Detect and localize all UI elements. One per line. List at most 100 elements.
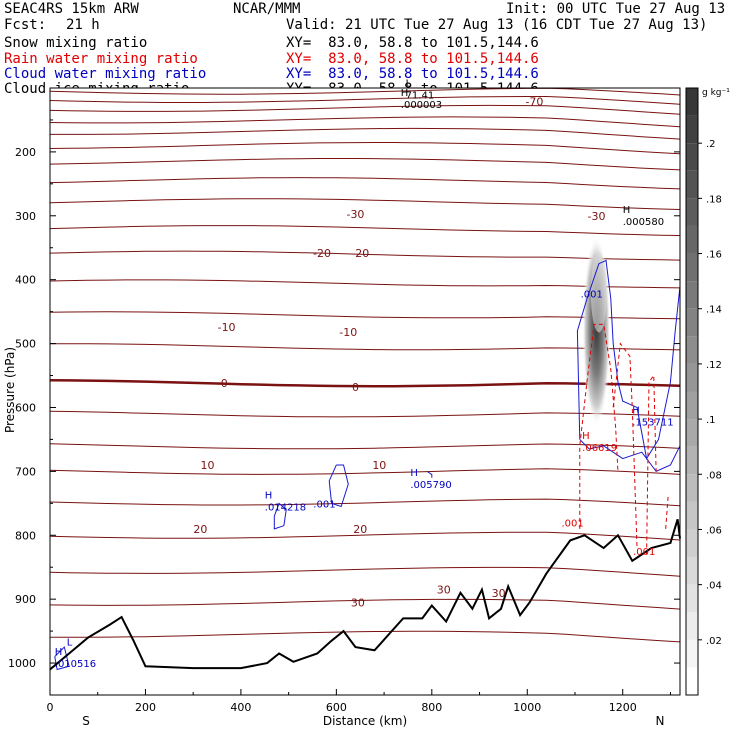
colorbar-band — [686, 281, 698, 309]
colorbar-band — [686, 667, 698, 695]
cloud-water-contours — [54, 259, 680, 671]
isotherm-line — [50, 177, 680, 190]
colorbar-band — [686, 115, 698, 144]
y-tick-label: 600 — [15, 401, 36, 414]
isotherm-label: -20 — [313, 247, 331, 260]
isotherm-line — [50, 104, 680, 115]
colorbar-band — [686, 363, 698, 392]
y-tick-label: 500 — [15, 338, 36, 351]
extremum-value: .000580 — [623, 217, 664, 228]
isotherm-label: 0 — [352, 381, 359, 394]
rain-water-contour — [579, 323, 619, 529]
rain-water-contour — [665, 496, 669, 529]
isotherm-label: -30 — [346, 208, 364, 221]
isotherm-line — [50, 198, 680, 210]
isotherm-line — [50, 311, 680, 320]
isotherm-label: -10 — [339, 326, 357, 339]
x-tick-label: 1000 — [513, 701, 541, 714]
colorbar-band — [686, 474, 698, 502]
x-tick-label: 400 — [230, 701, 251, 714]
isotherm-label: 20 — [193, 523, 207, 536]
extremum-value: .010516 — [55, 659, 96, 670]
y-tick-label: 200 — [15, 146, 36, 159]
isotherm-line — [50, 127, 680, 140]
snow-upper — [590, 252, 607, 333]
colorbar-band — [686, 584, 698, 613]
colorbar-tick-label: .2 — [706, 139, 716, 150]
terrain-line — [49, 518, 681, 671]
terrain-profile — [49, 518, 681, 671]
isotherm-label: -10 — [218, 321, 236, 334]
cloud-water-contour — [576, 259, 680, 460]
extremum-marker: H — [582, 431, 590, 442]
field-rain-xy: XY= 83.0, 58.8 to 101.5,144.6 — [286, 51, 539, 67]
isotherm-label: 20 — [353, 523, 367, 536]
colorbar-tick-label: .16 — [706, 250, 722, 261]
isotherm-label: 10 — [372, 459, 386, 472]
extremum-marker: L — [406, 78, 412, 89]
isotherm-label: 10 — [201, 459, 215, 472]
extremum-marker: H — [265, 491, 273, 502]
cloud-water-contour — [426, 470, 433, 478]
extremum-value: .000003 — [401, 100, 442, 111]
y-tick-label: 400 — [15, 274, 36, 287]
x-tick-label: 0 — [47, 701, 54, 714]
x-axis-label: Distance (km) — [323, 714, 407, 728]
cloud-water-contour — [273, 502, 287, 530]
extremum-value: .005790 — [410, 480, 451, 491]
colorbar-band — [686, 170, 698, 199]
colorbar-tick-label: .06 — [706, 525, 722, 536]
colorbar-unit-label: g kg⁻¹ — [702, 88, 730, 98]
extremum-value: .153711 — [632, 418, 673, 429]
plot-frame — [49, 87, 681, 696]
y-tick-label: 300 — [15, 210, 36, 223]
isotherm-label: 30 — [492, 587, 506, 600]
colorbar-band — [686, 88, 698, 116]
isotherm-line — [50, 468, 680, 475]
colorbar-band — [686, 308, 698, 337]
rain-water-contour — [612, 342, 638, 549]
contour-value-label: .001 — [561, 518, 583, 529]
x-tick-label: 600 — [326, 701, 347, 714]
plot-area — [50, 88, 680, 695]
colorbar-tick-label: .18 — [706, 194, 722, 205]
fcst-label: Fcst: — [4, 17, 47, 33]
colorbar-band — [686, 419, 698, 447]
colorbar-band — [686, 612, 698, 640]
x-tick-label: 200 — [135, 701, 156, 714]
field-cloudwater-xy: XY= 83.0, 58.8 to 101.5,144.6 — [286, 66, 539, 82]
isotherm-label: 30 — [351, 596, 365, 609]
colorbar-band — [686, 391, 698, 420]
field-rain-name: Rain water mixing ratio — [4, 51, 198, 67]
colorbar-band — [686, 639, 698, 668]
isotherm-line — [50, 96, 680, 105]
plot-background — [50, 88, 680, 695]
colorbar-band — [686, 501, 698, 530]
fcst-value: 21 h — [66, 17, 100, 33]
extremum-value: .06619 — [582, 443, 617, 454]
extremum-marker: L — [67, 637, 73, 648]
y-axis-label: Pressure (hPa) — [3, 347, 17, 433]
isotherm-line — [50, 443, 680, 450]
colorbar-tick-label: .1 — [706, 415, 716, 426]
colorbar-band — [686, 253, 698, 282]
extremum-marker: H — [410, 468, 418, 479]
colorbar-band — [686, 225, 698, 254]
cloud-water-contour — [579, 439, 680, 472]
isotherm-line — [50, 378, 680, 388]
isotherm-label: -30 — [587, 210, 605, 223]
colorbar-tick-label: .02 — [706, 636, 722, 647]
isotherm-line — [50, 531, 680, 541]
colorbar-tick-label: .04 — [706, 581, 722, 592]
colorbar: .02 .04 .06 .08 .1 .12 .14 .16 .18 .2 g kg⁻¹ — [685, 87, 730, 696]
isotherm-line — [50, 225, 680, 236]
isotherm-line — [50, 343, 680, 351]
extremum-value: 71.41 — [406, 90, 435, 101]
isotherm-label: 30 — [437, 584, 451, 597]
colorbar-tick-label: .12 — [706, 360, 722, 371]
extremum-marker: H — [623, 205, 631, 216]
isotherm-line — [50, 279, 680, 289]
isotherm-line — [50, 498, 680, 507]
